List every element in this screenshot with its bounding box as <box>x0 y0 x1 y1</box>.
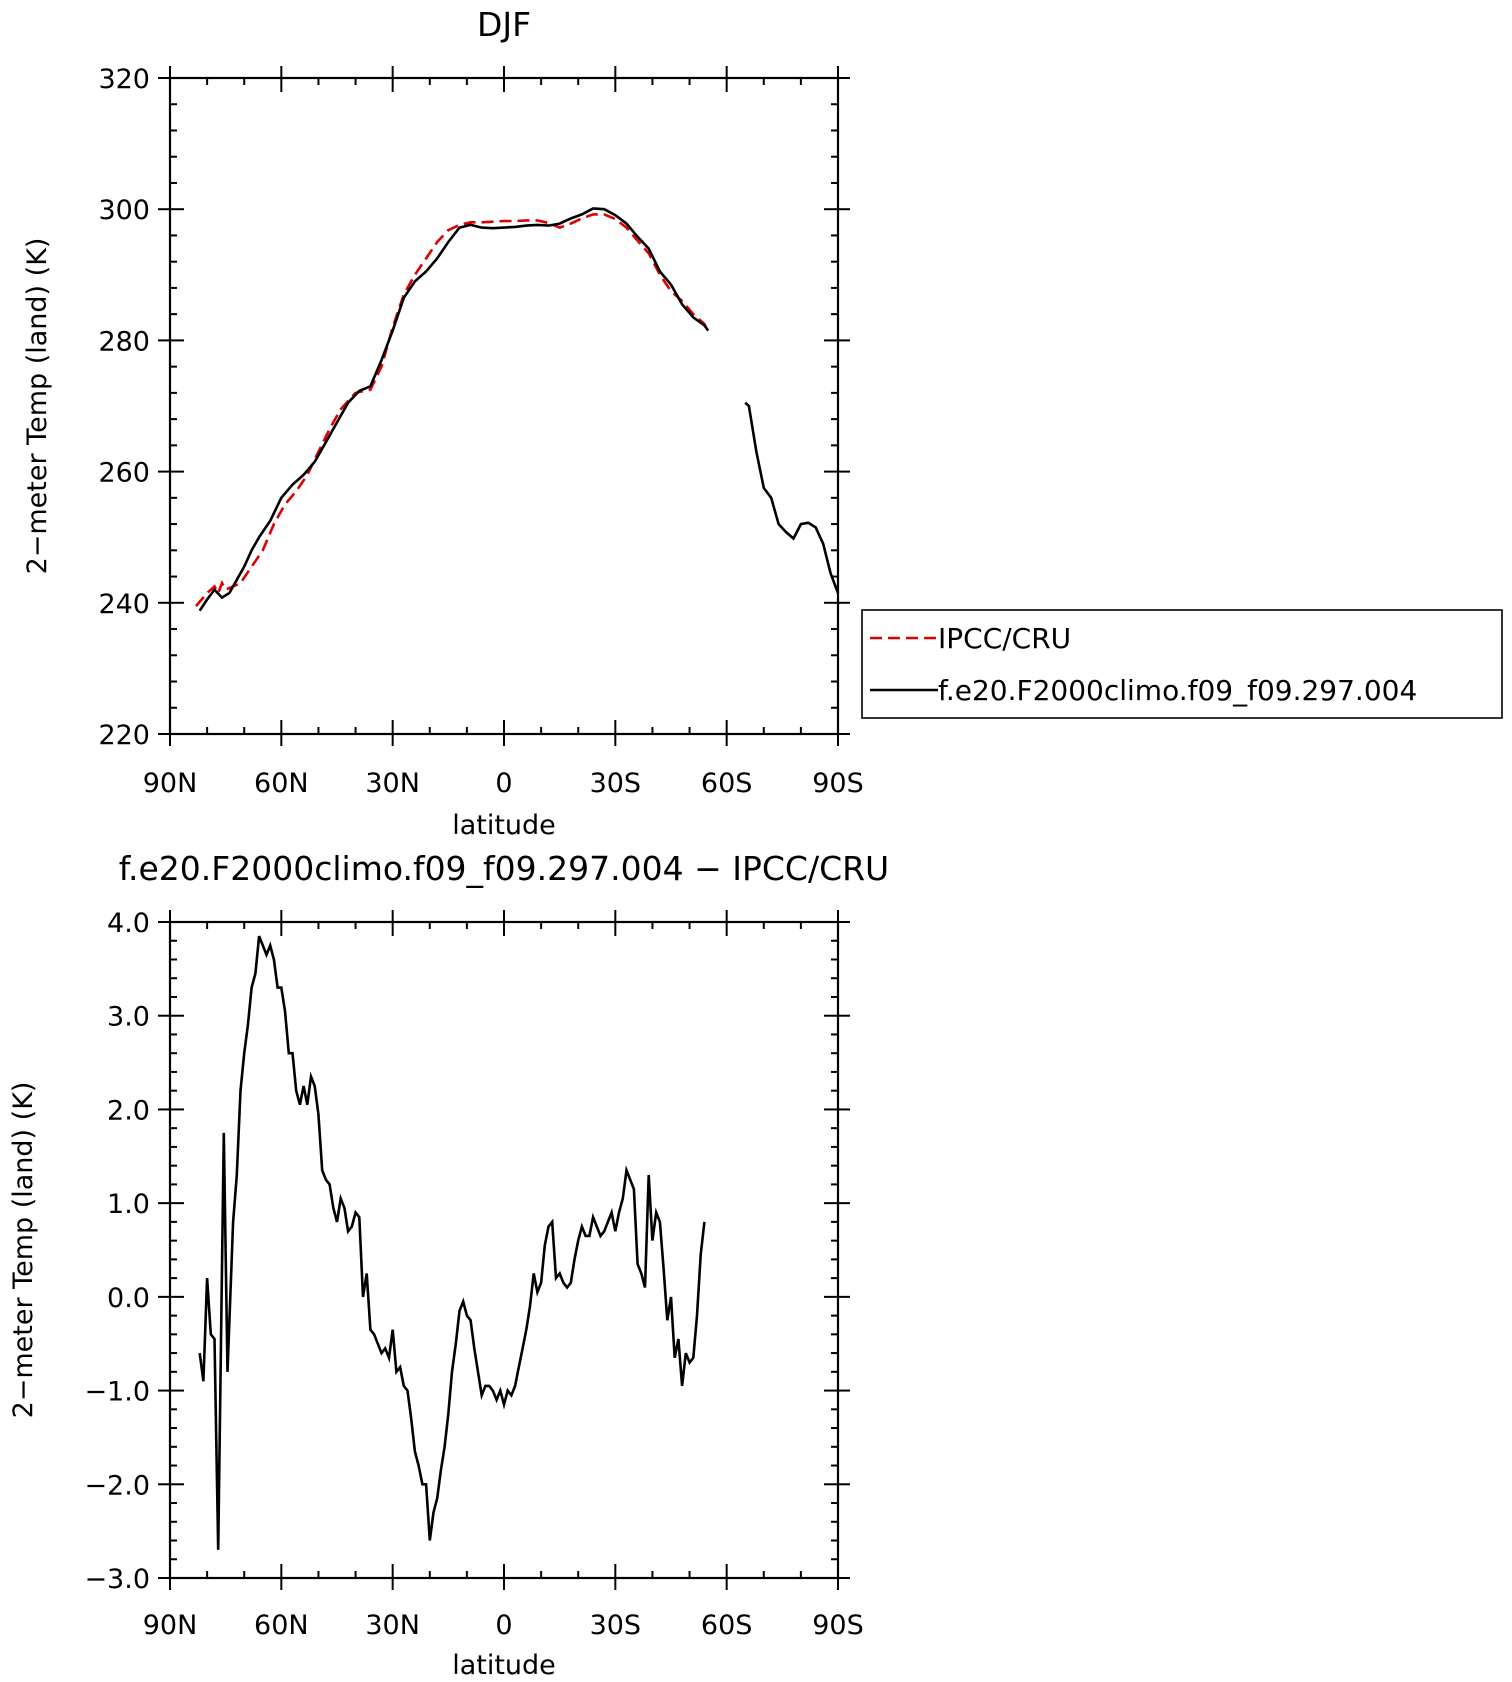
x-axis-label: latitude <box>452 1650 556 1681</box>
y-tick-label: 320 <box>98 64 150 95</box>
chart-title: DJF <box>477 5 531 44</box>
x-tick-label: 90N <box>143 1610 198 1641</box>
y-tick-label: 240 <box>98 589 150 620</box>
x-tick-label: 60S <box>701 1610 753 1641</box>
x-axis-label: latitude <box>452 810 556 841</box>
chart-1: DJF 90N 60N 30N 0 30S 60S 90S 220 240 260 280 300 320… <box>22 5 1503 841</box>
y-tick-label: −3.0 <box>84 1564 150 1595</box>
x-tick-label: 0 <box>495 768 512 799</box>
x-tick-label: 30S <box>590 768 642 799</box>
y-tick-label: 2.0 <box>107 1095 150 1126</box>
x-tick-label: 30N <box>365 768 420 799</box>
x-tick-label: 0 <box>495 1610 512 1641</box>
y-tick-label: 280 <box>98 326 150 357</box>
chart-title: f.e20.F2000climo.f09_f09.297.004 − IPCC/… <box>119 849 889 888</box>
y-tick-label: 0.0 <box>107 1283 150 1314</box>
y-tick-label: 260 <box>98 458 150 489</box>
series-line-2-segment-1 <box>198 207 710 612</box>
x-tick-label: 60N <box>254 1610 309 1641</box>
x-tick-label: 90S <box>812 1610 864 1641</box>
y-axis-label: 2−meter Temp (land) (K) <box>22 238 53 575</box>
y-tick-label: 3.0 <box>107 1002 150 1033</box>
plot-frame <box>168 76 840 736</box>
y-tick-label: 300 <box>98 195 150 226</box>
x-tick-label: 90S <box>812 768 864 799</box>
plot-frame <box>168 920 840 1580</box>
y-tick-label: 220 <box>98 720 150 751</box>
legend-label: f.e20.F2000climo.f09_f09.297.004 <box>938 674 1417 707</box>
chart-2: f.e20.F2000climo.f09_f09.297.004 − IPCC/… <box>8 849 889 1681</box>
legend-label: IPCC/CRU <box>938 622 1071 655</box>
x-tick-label: 60S <box>701 768 753 799</box>
legend-box <box>861 609 1503 719</box>
y-tick-label: −1.0 <box>84 1377 150 1408</box>
y-axis-label: 2−meter Temp (land) (K) <box>8 1082 39 1419</box>
series-line-1-segment-1 <box>198 935 706 1550</box>
series-line-2-segment-2 <box>744 401 840 594</box>
series-line-1-segment-1 <box>195 213 710 607</box>
y-tick-label: 4.0 <box>107 908 150 939</box>
y-tick-label: −2.0 <box>84 1470 150 1501</box>
x-tick-label: 90N <box>143 768 198 799</box>
x-tick-label: 30N <box>365 1610 420 1641</box>
x-tick-label: 30S <box>590 1610 642 1641</box>
y-tick-label: 1.0 <box>107 1189 150 1220</box>
x-tick-label: 60N <box>254 768 309 799</box>
legend: IPCC/CRU f.e20.F2000climo.f09_f09.297.004 <box>861 609 1503 719</box>
